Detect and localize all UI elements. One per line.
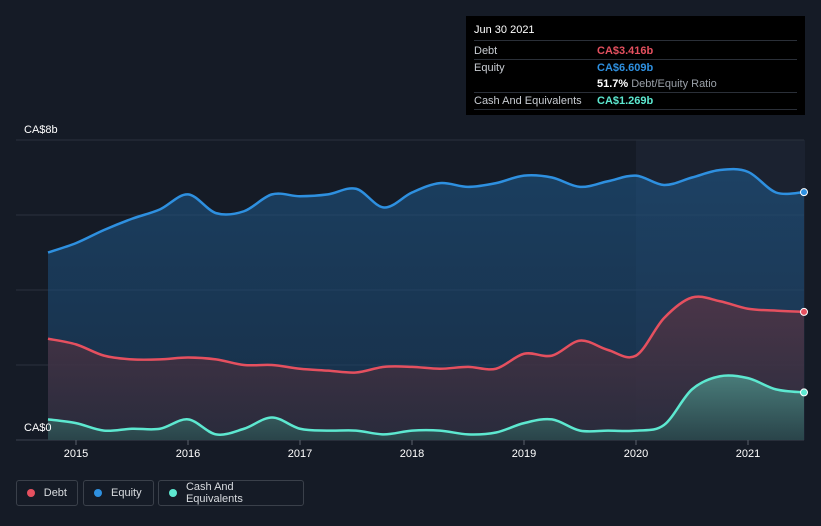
legend-item-equity[interactable]: Equity: [83, 480, 154, 506]
cash-line: [47, 374, 805, 436]
equity-line: [47, 167, 805, 254]
equity-legend-dot: [94, 489, 102, 497]
debt-legend-dot: [27, 489, 35, 497]
tooltip-ratio-spacer: [474, 76, 597, 92]
x-tick-label: 2016: [176, 448, 200, 460]
cash-endpoint: [800, 388, 808, 397]
tooltip-panel: Jun 30 2021 Debt CA$3.416b Equity CA$6.6…: [466, 16, 805, 115]
tooltip-row-cash: Cash And Equivalents CA$1.269b: [474, 93, 797, 110]
tooltip-equity-value: CA$6.609b: [597, 62, 654, 74]
series-endpoints: [800, 188, 808, 397]
cash-area: [48, 375, 804, 440]
x-tick-label: 2021: [736, 448, 760, 460]
tooltip-date: Jun 30 2021: [474, 23, 797, 41]
tooltip-debt-label: Debt: [474, 45, 498, 57]
legend-cash-label: Cash And Equivalents: [185, 481, 243, 505]
x-tick-label: 2019: [512, 448, 536, 460]
y-axis-top-label: CA$8b: [24, 124, 58, 136]
tooltip-ratio-label: Debt/Equity Ratio: [631, 78, 717, 90]
tooltip-row-equity: Equity CA$6.609b: [474, 60, 797, 76]
x-tick-label: 2015: [64, 448, 88, 460]
y-axis-bottom-label: CA$0: [24, 422, 52, 434]
legend-item-cash[interactable]: Cash And Equivalents: [158, 480, 304, 506]
tooltip-cash-label: Cash And Equivalents: [474, 95, 582, 107]
tooltip-cash-value: CA$1.269b: [597, 95, 654, 107]
debt-line: [47, 295, 805, 374]
tooltip-debt-value: CA$3.416b: [597, 45, 654, 57]
x-tick-label: 2018: [400, 448, 424, 460]
series-lines: [47, 167, 805, 436]
debt-endpoint: [800, 307, 808, 316]
x-axis-ticks: 2015 2016 2017 2018 2019 2020 2021: [64, 440, 760, 460]
tooltip-row-debt: Debt CA$3.416b: [474, 43, 797, 60]
tooltip-ratio-value: 51.7%: [597, 78, 629, 90]
legend-item-debt[interactable]: Debt: [16, 480, 78, 506]
legend-debt-label: Debt: [43, 487, 67, 499]
tooltip-equity-label: Equity: [474, 62, 505, 74]
tooltip-row-ratio: 51.7% Debt/Equity Ratio: [474, 76, 797, 93]
x-tick-label: 2017: [288, 448, 312, 460]
equity-endpoint: [800, 188, 808, 197]
legend-equity-label: Equity: [111, 487, 142, 499]
cash-legend-dot: [169, 489, 177, 497]
x-tick-label: 2020: [624, 448, 648, 460]
